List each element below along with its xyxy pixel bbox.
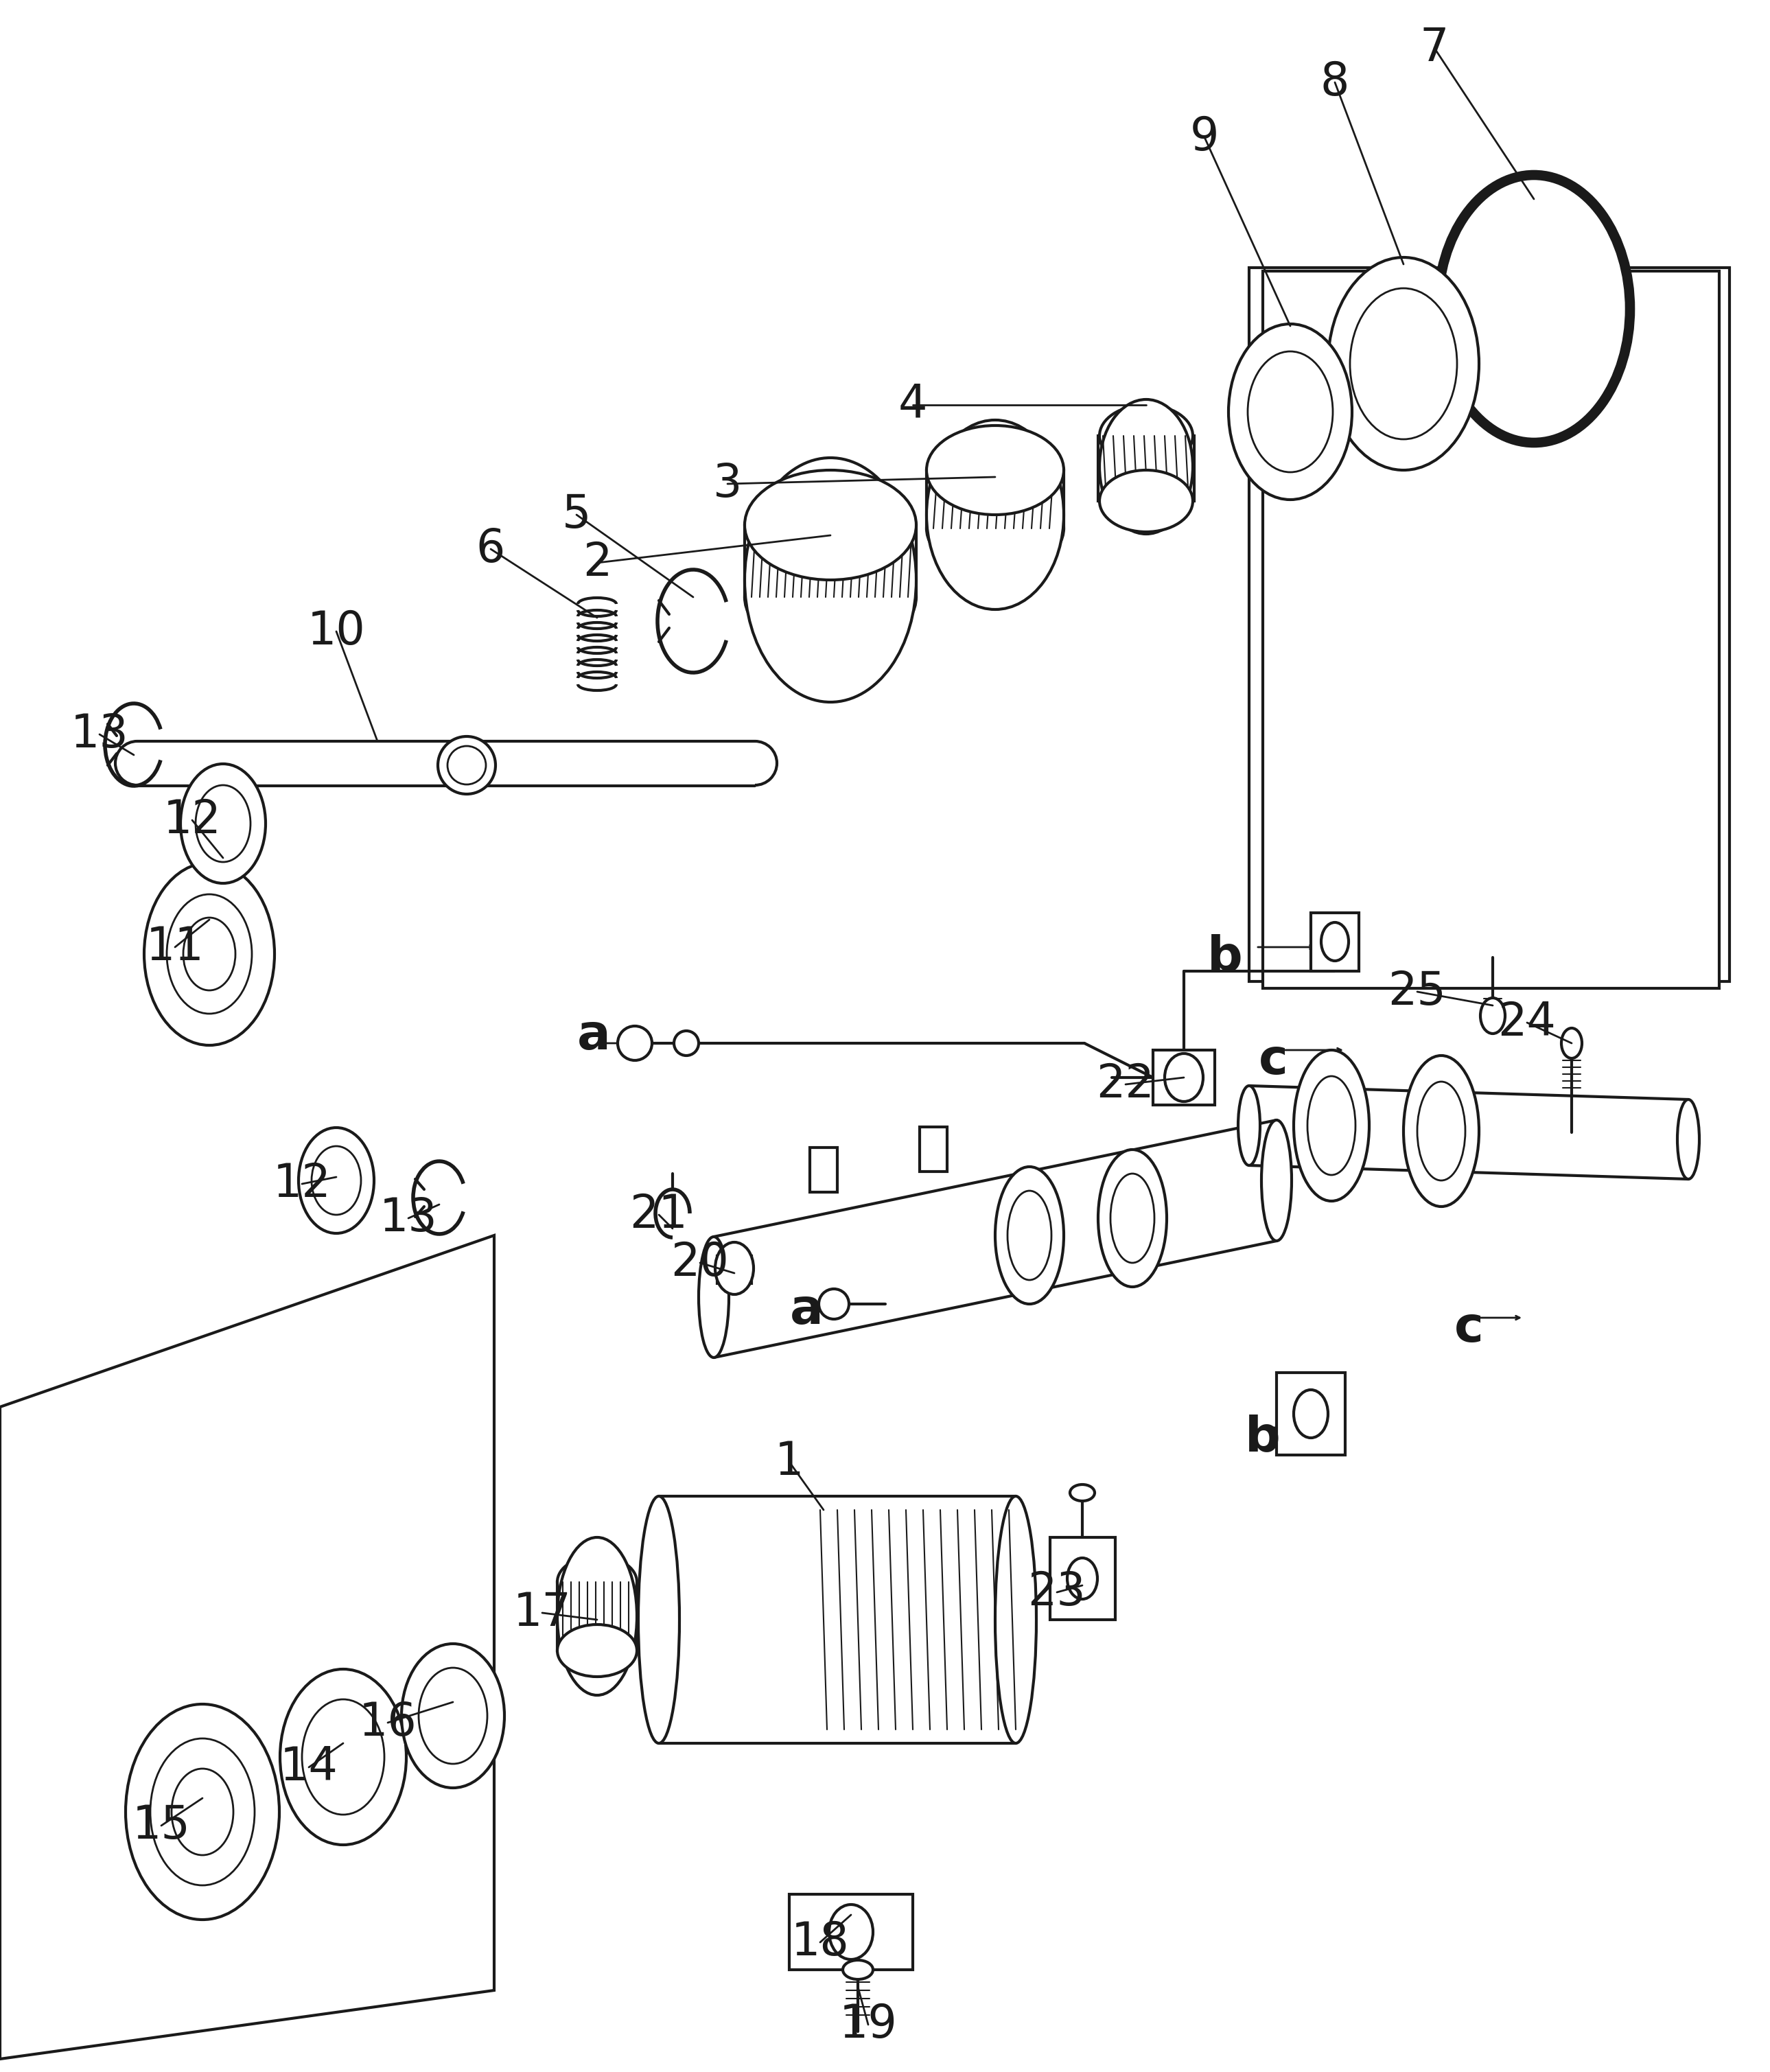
Ellipse shape bbox=[126, 1703, 280, 1919]
Ellipse shape bbox=[1099, 404, 1193, 466]
Ellipse shape bbox=[639, 1496, 680, 1743]
Ellipse shape bbox=[715, 1243, 754, 1295]
Ellipse shape bbox=[181, 765, 266, 883]
Ellipse shape bbox=[143, 862, 274, 1044]
Text: 18: 18 bbox=[791, 1919, 850, 1964]
Text: 19: 19 bbox=[839, 2002, 897, 2047]
Ellipse shape bbox=[1099, 400, 1193, 535]
Polygon shape bbox=[789, 1894, 913, 1970]
Polygon shape bbox=[920, 1127, 947, 1171]
Ellipse shape bbox=[1237, 1086, 1260, 1164]
Ellipse shape bbox=[674, 1032, 699, 1055]
Ellipse shape bbox=[558, 1537, 637, 1695]
Text: 14: 14 bbox=[280, 1745, 338, 1790]
Ellipse shape bbox=[558, 1624, 637, 1676]
Ellipse shape bbox=[618, 1026, 651, 1061]
Text: 20: 20 bbox=[671, 1241, 729, 1285]
Text: 12: 12 bbox=[163, 798, 221, 843]
Text: 4: 4 bbox=[897, 381, 927, 427]
Ellipse shape bbox=[1099, 470, 1193, 533]
Ellipse shape bbox=[1069, 1484, 1094, 1500]
Ellipse shape bbox=[299, 1127, 373, 1233]
Polygon shape bbox=[811, 1148, 837, 1191]
Text: a: a bbox=[577, 1013, 611, 1061]
Text: 13: 13 bbox=[379, 1196, 437, 1241]
Ellipse shape bbox=[745, 543, 917, 653]
Text: c: c bbox=[1453, 1305, 1483, 1351]
Polygon shape bbox=[717, 1256, 752, 1283]
Text: 10: 10 bbox=[308, 609, 365, 655]
Polygon shape bbox=[1276, 1372, 1345, 1455]
Polygon shape bbox=[1312, 914, 1359, 972]
Text: 24: 24 bbox=[1497, 1001, 1556, 1044]
Ellipse shape bbox=[926, 485, 1064, 574]
Ellipse shape bbox=[1320, 922, 1349, 961]
Ellipse shape bbox=[699, 1237, 729, 1357]
Polygon shape bbox=[926, 470, 1064, 528]
Text: 22: 22 bbox=[1096, 1061, 1154, 1106]
Polygon shape bbox=[1050, 1537, 1115, 1620]
Polygon shape bbox=[0, 1235, 494, 2060]
Text: 25: 25 bbox=[1388, 970, 1446, 1015]
Ellipse shape bbox=[843, 1960, 873, 1979]
Text: 12: 12 bbox=[273, 1160, 331, 1206]
Ellipse shape bbox=[820, 1289, 850, 1320]
Text: 8: 8 bbox=[1320, 60, 1349, 106]
Ellipse shape bbox=[745, 458, 917, 702]
Polygon shape bbox=[1250, 267, 1729, 982]
Ellipse shape bbox=[745, 470, 917, 580]
Text: 7: 7 bbox=[1420, 25, 1450, 70]
Ellipse shape bbox=[995, 1496, 1035, 1743]
Ellipse shape bbox=[1480, 999, 1504, 1034]
Ellipse shape bbox=[1328, 257, 1480, 470]
Text: 2: 2 bbox=[582, 541, 612, 586]
Ellipse shape bbox=[1228, 323, 1352, 499]
Ellipse shape bbox=[1097, 1150, 1166, 1287]
Text: 3: 3 bbox=[713, 462, 742, 506]
Polygon shape bbox=[745, 524, 917, 597]
Ellipse shape bbox=[1294, 1051, 1370, 1202]
Ellipse shape bbox=[1404, 1055, 1480, 1206]
Text: 16: 16 bbox=[359, 1699, 418, 1745]
Text: 6: 6 bbox=[476, 526, 504, 572]
Text: b: b bbox=[1244, 1415, 1280, 1461]
Ellipse shape bbox=[1262, 1121, 1292, 1241]
Text: 5: 5 bbox=[561, 491, 591, 537]
Text: b: b bbox=[1207, 934, 1243, 982]
Text: 11: 11 bbox=[145, 924, 204, 970]
Text: 1: 1 bbox=[775, 1440, 804, 1484]
Text: a: a bbox=[789, 1287, 823, 1334]
Ellipse shape bbox=[402, 1643, 504, 1788]
Ellipse shape bbox=[995, 1167, 1064, 1303]
Text: 15: 15 bbox=[133, 1803, 191, 1848]
Ellipse shape bbox=[1437, 174, 1630, 443]
Polygon shape bbox=[558, 1581, 637, 1651]
Ellipse shape bbox=[926, 421, 1064, 609]
Ellipse shape bbox=[280, 1670, 407, 1844]
Ellipse shape bbox=[558, 1556, 637, 1608]
Text: c: c bbox=[1258, 1036, 1289, 1084]
Text: 21: 21 bbox=[630, 1191, 689, 1237]
Text: 9: 9 bbox=[1189, 114, 1220, 160]
Ellipse shape bbox=[437, 736, 496, 794]
Polygon shape bbox=[1262, 271, 1719, 988]
Text: 17: 17 bbox=[513, 1589, 572, 1635]
Text: 23: 23 bbox=[1028, 1571, 1087, 1614]
Ellipse shape bbox=[1678, 1100, 1699, 1179]
Polygon shape bbox=[1097, 435, 1195, 501]
Text: 13: 13 bbox=[71, 711, 129, 756]
Ellipse shape bbox=[926, 425, 1064, 514]
Ellipse shape bbox=[1561, 1028, 1582, 1059]
Polygon shape bbox=[1152, 1051, 1214, 1104]
